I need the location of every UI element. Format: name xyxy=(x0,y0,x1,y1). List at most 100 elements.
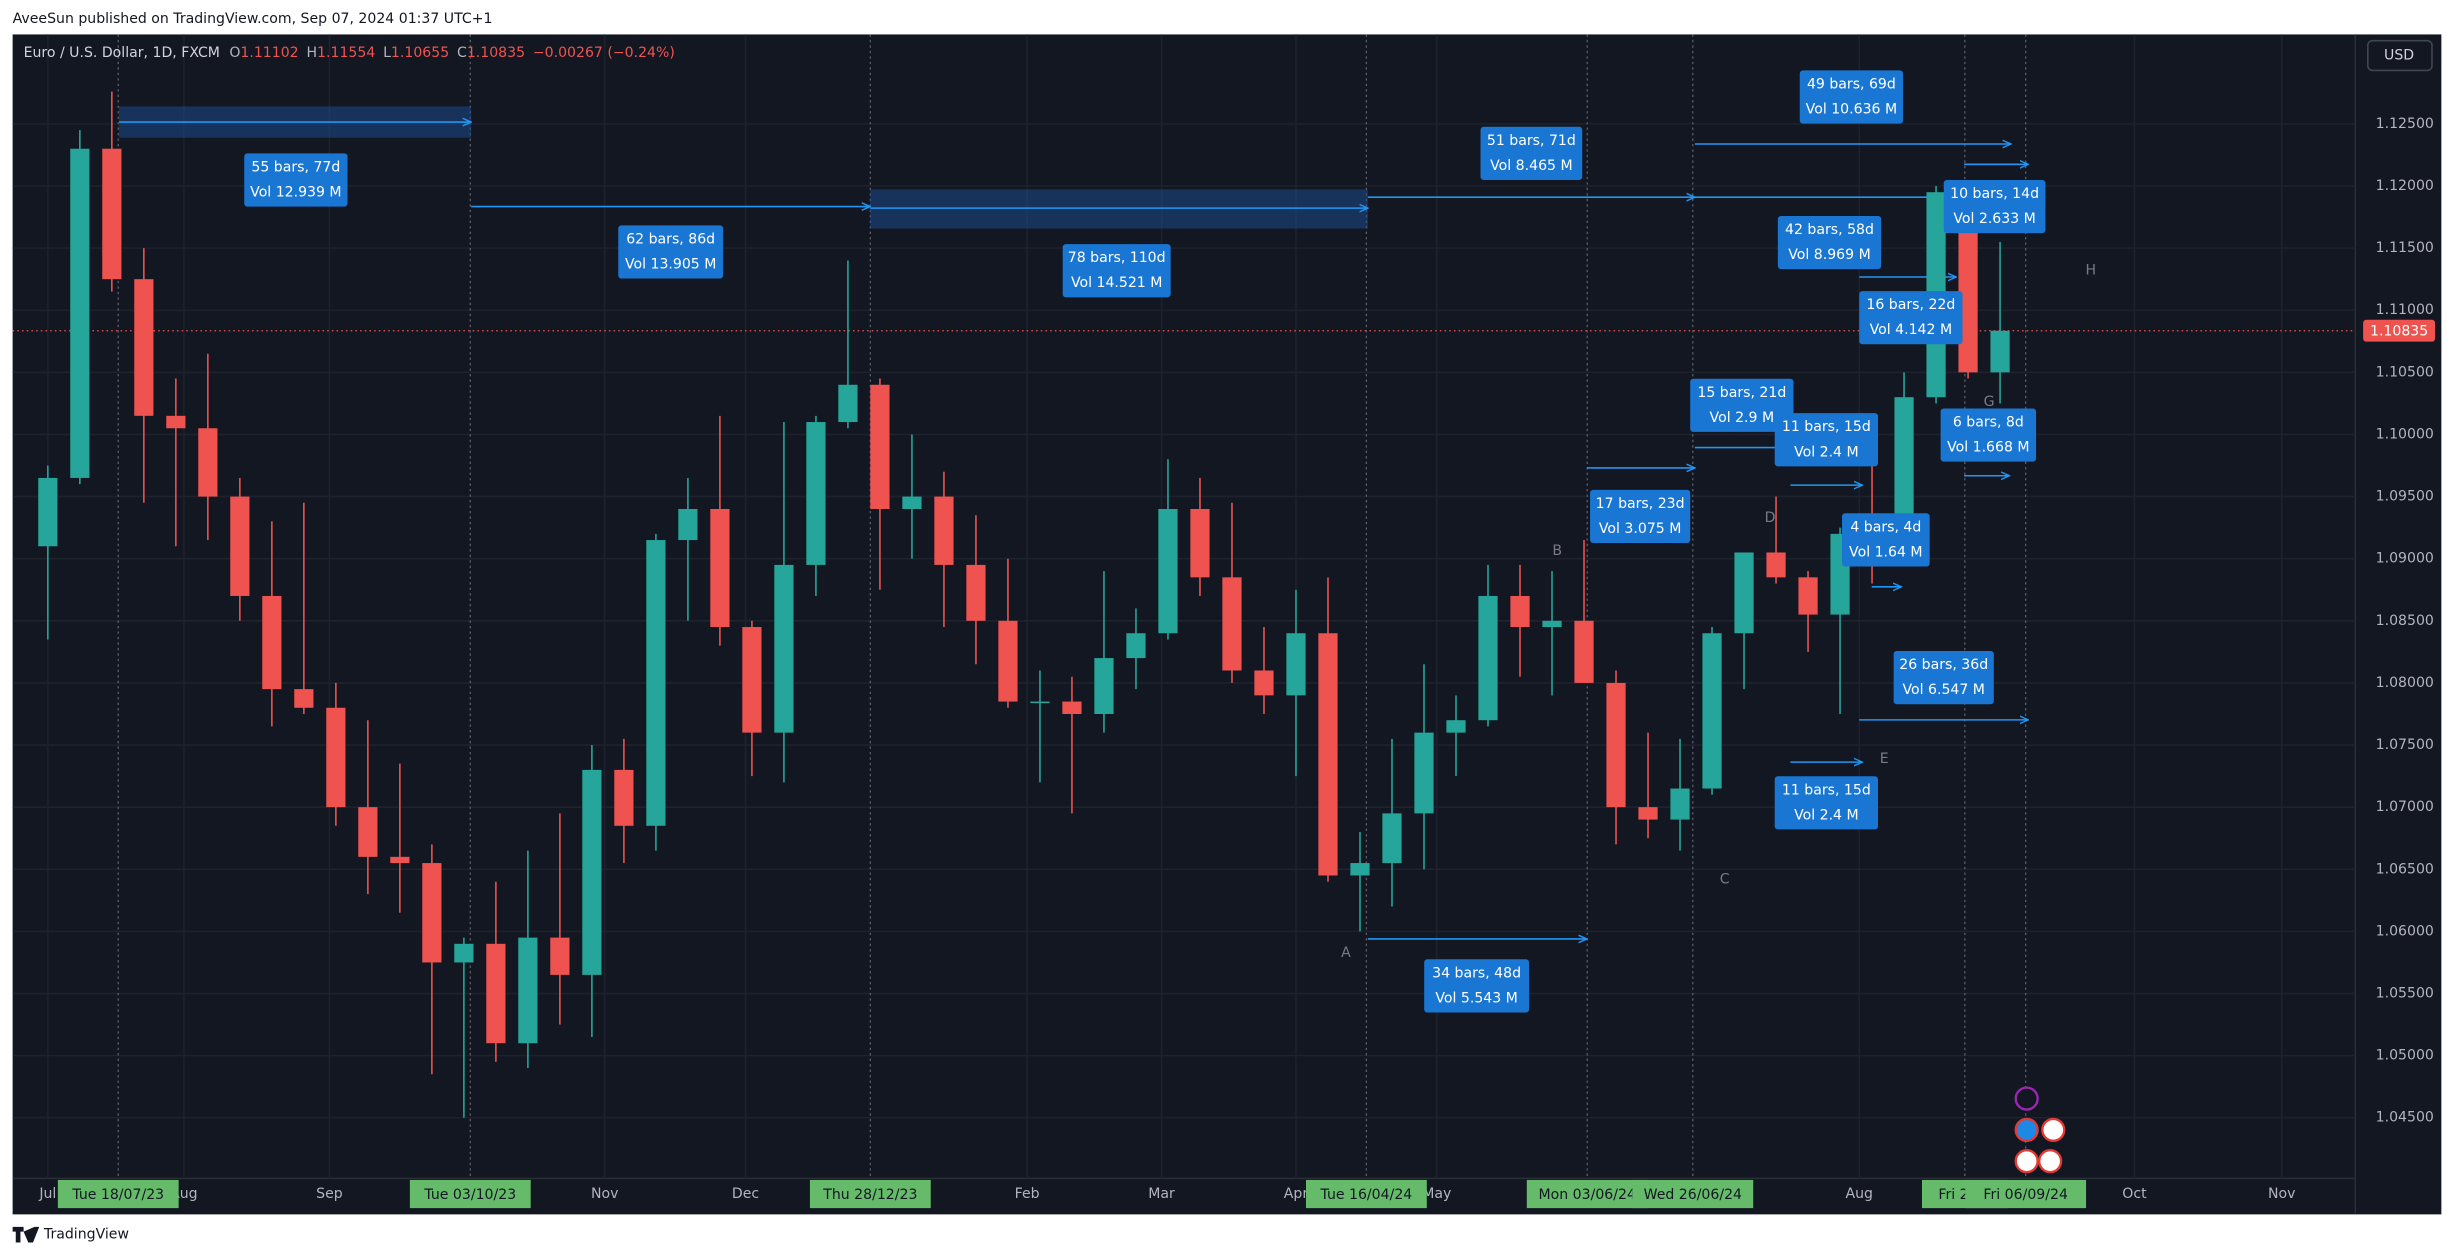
ohlc-key: C xyxy=(457,45,467,61)
candle-body xyxy=(550,937,570,975)
measure-text: Vol 8.465 M xyxy=(1490,158,1572,174)
candle-body xyxy=(518,937,538,1044)
currency-button[interactable] xyxy=(2367,39,2433,72)
y-tick-label: 1.10000 xyxy=(2376,426,2434,442)
candle-body xyxy=(902,496,922,510)
measure-text: 49 bars, 69d xyxy=(1807,77,1896,93)
y-tick-label: 1.07000 xyxy=(2376,799,2434,815)
candle-body xyxy=(294,689,314,708)
candle-body xyxy=(1158,509,1178,634)
date-marker-bg xyxy=(57,1179,179,1209)
candle-body xyxy=(1670,788,1690,820)
y-tick-label: 1.12500 xyxy=(2376,116,2434,132)
measure-box xyxy=(1062,244,1171,298)
measure-text: 62 bars, 86d xyxy=(626,231,715,247)
x-tick-label: Feb xyxy=(1015,1186,1040,1202)
date-marker-label: Fri 06/09/24 xyxy=(1983,1187,2068,1203)
y-tick-label: 1.08500 xyxy=(2376,613,2434,629)
measure-text: 15 bars, 21d xyxy=(1697,385,1786,401)
candle-body xyxy=(614,769,634,826)
measure-text: 42 bars, 58d xyxy=(1785,222,1874,238)
point-label: C xyxy=(1720,871,1730,887)
point-label: H xyxy=(2086,263,2097,279)
y-tick-label: 1.05000 xyxy=(2376,1048,2434,1064)
date-marker-bg xyxy=(1632,1179,1754,1209)
measure-text: Vol 10.636 M xyxy=(1806,102,1897,118)
candle-body xyxy=(1222,577,1242,671)
candle-body xyxy=(326,707,346,808)
measure-text: 17 bars, 23d xyxy=(1596,496,1685,512)
x-tick-label: Nov xyxy=(591,1186,618,1202)
candle-body xyxy=(1030,701,1050,704)
candle-body xyxy=(678,509,698,541)
candle-body xyxy=(1638,807,1658,820)
candle-body xyxy=(38,477,58,547)
ohlc-value: 1.11102 xyxy=(240,45,298,61)
candle-body xyxy=(1574,620,1594,683)
measure-text: Vol 8.969 M xyxy=(1788,247,1870,263)
date-marker-label: Thu 28/12/23 xyxy=(822,1187,917,1203)
candle-body xyxy=(454,943,474,963)
x-tick-label: Nov xyxy=(2268,1186,2295,1202)
x-tick-label: Apr xyxy=(1284,1186,1309,1202)
ohlc-value: 1.10835 xyxy=(467,45,525,61)
ohlc-key: H xyxy=(306,45,317,61)
candle-body xyxy=(134,279,154,416)
measure-box xyxy=(1590,489,1691,544)
symbol-legend: Euro / U.S. Dollar, 1D, FXCM O1.11102 H1.1… xyxy=(24,45,675,61)
point-label: G xyxy=(1984,394,1995,410)
candle-body xyxy=(390,856,410,864)
measure-text: 55 bars, 77d xyxy=(251,159,340,175)
point-label: B xyxy=(1552,543,1562,559)
measure-box xyxy=(618,225,724,279)
y-tick-label: 1.08000 xyxy=(2376,675,2434,691)
icon[interactable] xyxy=(2014,1117,2039,1142)
candle-body xyxy=(422,863,442,963)
candle-body xyxy=(774,564,794,733)
icon[interactable] xyxy=(2041,1117,2066,1142)
candle-body xyxy=(1734,552,1754,634)
ohlc-key: O xyxy=(229,45,240,61)
measure-text: Vol 2.633 M xyxy=(1953,211,2035,227)
candle-body xyxy=(1446,720,1466,733)
measure-box xyxy=(1774,413,1879,467)
measure-text: 26 bars, 36d xyxy=(1899,657,1988,673)
icon[interactable] xyxy=(2038,1149,2063,1174)
candle-body xyxy=(1382,813,1402,864)
event-icons xyxy=(2014,1086,2066,1174)
candle-body xyxy=(1286,633,1306,696)
measure-text: 11 bars, 15d xyxy=(1782,782,1871,798)
measure-box xyxy=(244,153,348,207)
candle-body xyxy=(1606,682,1626,808)
x-tick-label: May xyxy=(1422,1186,1451,1202)
candle-body xyxy=(262,595,282,690)
brand-logo xyxy=(12,1226,40,1243)
measure-text: Vol 1.668 M xyxy=(1947,440,2029,456)
candle-body xyxy=(1894,397,1914,541)
candles xyxy=(38,91,2010,1118)
measure-text: Vol 2.4 M xyxy=(1794,444,1859,460)
candle-body xyxy=(1254,670,1274,696)
icon[interactable] xyxy=(2014,1149,2039,1174)
date-marker-label: Tue 16/04/24 xyxy=(1320,1187,1413,1203)
date-marker-label: Mon 03/06/24 xyxy=(1539,1187,1636,1203)
candle-body xyxy=(1702,633,1722,789)
y-tick-label: 1.06500 xyxy=(2376,861,2434,877)
measure-text: 10 bars, 14d xyxy=(1950,186,2039,202)
point-label: D xyxy=(1765,510,1776,526)
icon[interactable] xyxy=(2014,1086,2039,1111)
date-marker-bg xyxy=(1526,1179,1648,1209)
last-price-tag xyxy=(2363,319,2436,342)
candle-body xyxy=(582,769,602,975)
y-tick-label: 1.11000 xyxy=(2376,302,2434,318)
y-tick-label: 1.09500 xyxy=(2376,489,2434,505)
measure-text: Vol 4.142 M xyxy=(1870,322,1952,338)
candle-body xyxy=(166,415,186,429)
candle-body xyxy=(934,496,954,565)
measure-text: 16 bars, 22d xyxy=(1866,297,1955,313)
measure-box xyxy=(1940,408,2037,462)
change: −0.00267 (−0.24%) xyxy=(533,45,675,61)
measure-text: Vol 12.939 M xyxy=(250,184,341,200)
measure-text: 11 bars, 15d xyxy=(1782,419,1871,435)
